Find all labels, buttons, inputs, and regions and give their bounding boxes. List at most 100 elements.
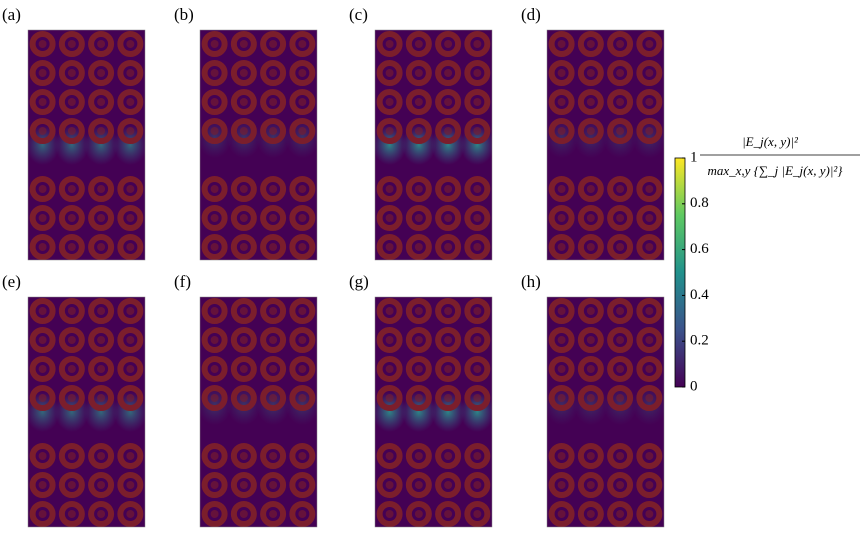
rod-ring	[201, 385, 228, 411]
rod-core	[444, 394, 453, 402]
rod-core	[38, 365, 47, 373]
rod-core	[239, 510, 248, 518]
rod-ring	[58, 60, 85, 86]
rod-ring	[58, 31, 85, 57]
rod-ring	[289, 60, 316, 86]
panel-frame	[199, 29, 318, 261]
rod-core	[557, 510, 566, 518]
rod-core	[557, 452, 566, 460]
rod-ring	[577, 385, 604, 411]
rod-ring	[405, 31, 432, 57]
rod-ring	[405, 356, 432, 382]
rod-core	[38, 394, 47, 402]
rod-core	[645, 98, 654, 106]
field-panel	[200, 297, 317, 527]
rod-core	[210, 394, 219, 402]
rod-core	[298, 69, 307, 77]
rod-ring	[289, 205, 316, 231]
rod-core	[473, 69, 482, 77]
panel-frame	[546, 29, 665, 261]
rod-core	[444, 307, 453, 315]
rod-ring	[376, 327, 403, 353]
rod-ring	[435, 176, 462, 202]
rod-ring	[201, 205, 228, 231]
rod-core	[269, 336, 278, 344]
rod-core	[97, 307, 106, 315]
rod-ring	[201, 60, 228, 86]
rod-core	[645, 365, 654, 373]
rod-ring	[289, 385, 316, 411]
rod-ring	[88, 385, 115, 411]
rod-core	[126, 69, 135, 77]
rod-ring	[117, 234, 144, 260]
rod-ring	[201, 176, 228, 202]
rod-core	[557, 69, 566, 77]
rod-ring	[117, 298, 144, 324]
rod-core	[444, 481, 453, 489]
rod-core	[586, 336, 595, 344]
rod-core	[473, 307, 482, 315]
rod-core	[385, 127, 394, 135]
rod-ring	[260, 234, 287, 260]
rod-ring	[577, 60, 604, 86]
rod-ring	[230, 472, 257, 498]
rod-ring	[117, 60, 144, 86]
rod-ring	[88, 327, 115, 353]
rod-core	[645, 127, 654, 135]
rod-ring	[88, 89, 115, 115]
rod-ring	[607, 327, 634, 353]
rod-core	[385, 452, 394, 460]
rod-core	[126, 40, 135, 48]
rod-ring	[29, 89, 56, 115]
rod-core	[210, 127, 219, 135]
rod-ring	[88, 176, 115, 202]
rod-ring	[636, 298, 663, 324]
rod-core	[126, 394, 135, 402]
rod-core	[385, 510, 394, 518]
rod-core	[414, 98, 423, 106]
rod-core	[385, 394, 394, 402]
rod-ring	[376, 385, 403, 411]
rod-ring	[201, 298, 228, 324]
rod-core	[298, 336, 307, 344]
rod-ring	[405, 176, 432, 202]
rod-ring	[58, 443, 85, 469]
rod-core	[298, 394, 307, 402]
rod-ring	[230, 501, 257, 527]
rod-ring	[230, 31, 257, 57]
rod-core	[67, 185, 76, 193]
rod-ring	[464, 501, 491, 527]
field-panel	[547, 30, 664, 260]
rod-core	[473, 185, 482, 193]
rod-core	[473, 394, 482, 402]
rod-ring	[607, 472, 634, 498]
rod-ring	[88, 501, 115, 527]
rod-ring	[289, 356, 316, 382]
rod-core	[210, 98, 219, 106]
rod-core	[97, 336, 106, 344]
rod-core	[210, 69, 219, 77]
rod-ring	[376, 176, 403, 202]
rod-ring	[88, 356, 115, 382]
rod-core	[557, 127, 566, 135]
rod-ring	[636, 118, 663, 144]
rod-core	[385, 185, 394, 193]
rod-ring	[464, 298, 491, 324]
rod-core	[298, 365, 307, 373]
rod-ring	[260, 443, 287, 469]
rod-core	[269, 243, 278, 251]
rod-core	[239, 394, 248, 402]
rod-core	[38, 214, 47, 222]
rod-ring	[376, 89, 403, 115]
rod-core	[38, 243, 47, 251]
rod-core	[126, 127, 135, 135]
rod-ring	[435, 234, 462, 260]
rod-ring	[464, 234, 491, 260]
rod-core	[67, 452, 76, 460]
rod-core	[210, 214, 219, 222]
rod-ring	[260, 60, 287, 86]
rod-ring	[405, 298, 432, 324]
panel-label: (f)	[174, 272, 191, 291]
rod-ring	[58, 205, 85, 231]
